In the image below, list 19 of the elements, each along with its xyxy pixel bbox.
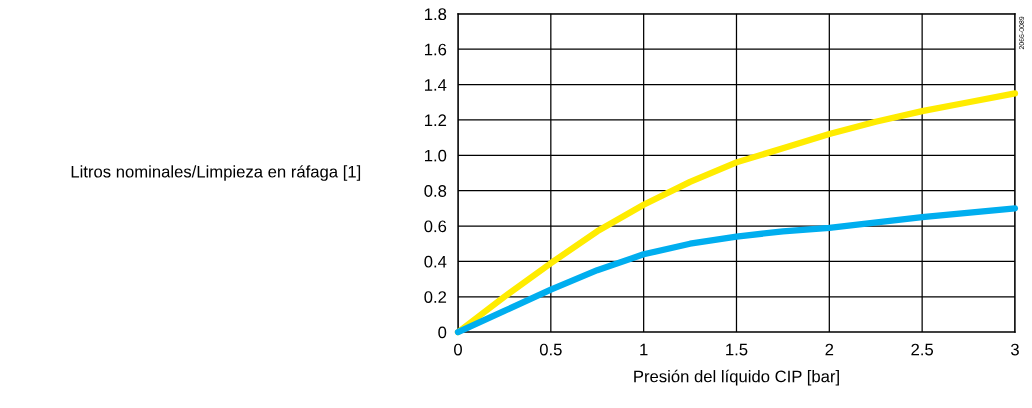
- y-tick-label: 1.6: [424, 43, 447, 56]
- x-tick-label: 3: [1010, 343, 1019, 356]
- y-tick-label: 0: [438, 326, 447, 339]
- x-tick-label: 0.5: [539, 343, 562, 356]
- y-tick-label: 1.0: [424, 149, 447, 162]
- x-tick-label: 1: [640, 343, 648, 356]
- y-tick-label: 1.8: [424, 8, 447, 21]
- x-tick-label: 0: [454, 343, 462, 356]
- x-axis-title: Presión del líquido CIP [bar]: [634, 369, 839, 386]
- y-tick-label: 0.6: [424, 220, 447, 233]
- y-axis-title: Litros nominales/Limpieza en ráfaga [1]: [71, 165, 361, 181]
- x-tick-label: 2.5: [911, 343, 934, 356]
- y-tick-label: 0.2: [424, 291, 447, 303]
- x-tick-label: 2: [825, 343, 834, 356]
- y-tick-label: 0.4: [424, 255, 447, 268]
- y-tick-label: 0.8: [424, 185, 447, 197]
- y-tick-label: 1.2: [424, 114, 447, 126]
- y-tick-label: 1.4: [424, 79, 447, 91]
- x-tick-label: 1.5: [726, 343, 748, 356]
